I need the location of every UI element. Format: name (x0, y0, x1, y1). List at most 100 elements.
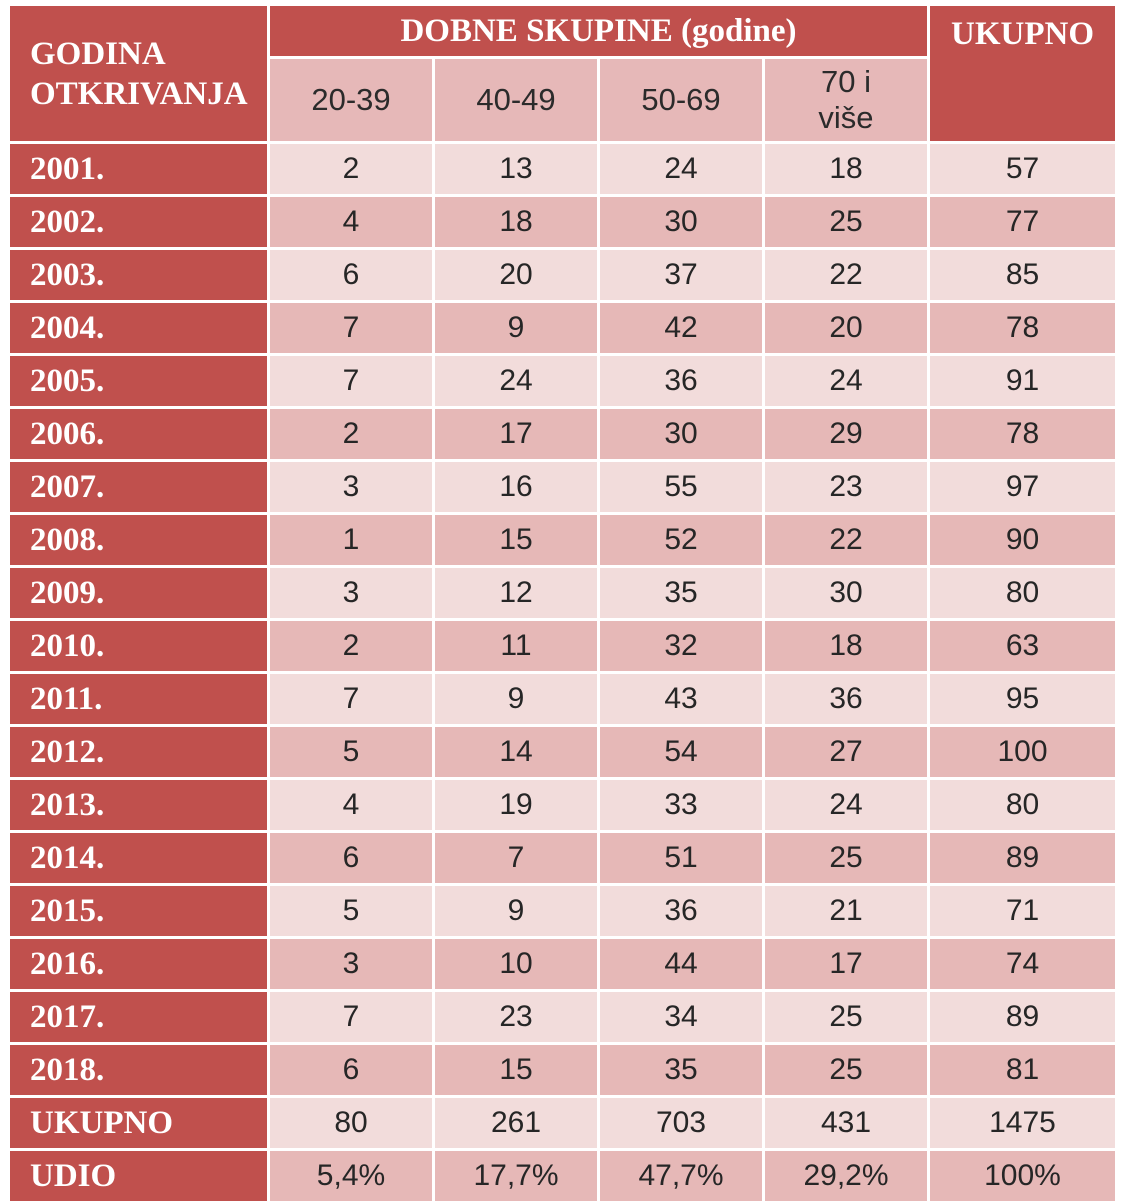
value-cell: 9 (435, 303, 600, 356)
value-cell: 30 (600, 409, 765, 462)
value-cell: 13 (435, 144, 600, 197)
total-cell: 89 (930, 833, 1118, 886)
total-cell: 80 (930, 568, 1118, 621)
cases-by-age-table: GODINA OTKRIVANJA DOBNE SKUPINE (godine)… (10, 6, 1118, 1204)
age-group-header: 40-49 (435, 59, 600, 144)
value-cell: 4 (270, 197, 435, 250)
table-row: 2017. 7 23 34 25 89 (10, 992, 1118, 1045)
total-cell: 90 (930, 515, 1118, 568)
row-label: 2010. (10, 621, 270, 674)
total-cell: 1475 (930, 1098, 1118, 1151)
value-cell: 7 (270, 674, 435, 727)
value-cell: 37 (600, 250, 765, 303)
value-cell: 32 (600, 621, 765, 674)
table-row: 2003. 6 20 37 22 85 (10, 250, 1118, 303)
value-cell: 7 (435, 833, 600, 886)
value-cell: 5,4% (270, 1151, 435, 1204)
value-cell: 52 (600, 515, 765, 568)
value-cell: 17 (765, 939, 930, 992)
value-cell: 21 (765, 886, 930, 939)
value-cell: 17,7% (435, 1151, 600, 1204)
value-cell: 20 (435, 250, 600, 303)
value-cell: 7 (270, 992, 435, 1045)
row-label: 2012. (10, 727, 270, 780)
value-cell: 25 (765, 1045, 930, 1098)
value-cell: 7 (270, 356, 435, 409)
value-cell: 34 (600, 992, 765, 1045)
row-label: UKUPNO (10, 1098, 270, 1151)
total-cell: 77 (930, 197, 1118, 250)
row-label: 2003. (10, 250, 270, 303)
value-cell: 29 (765, 409, 930, 462)
total-cell: 97 (930, 462, 1118, 515)
row-label: UDIO (10, 1151, 270, 1204)
total-cell: 91 (930, 356, 1118, 409)
value-cell: 5 (270, 727, 435, 780)
value-cell: 19 (435, 780, 600, 833)
total-cell: 71 (930, 886, 1118, 939)
value-cell: 24 (600, 144, 765, 197)
value-cell: 6 (270, 1045, 435, 1098)
value-cell: 18 (765, 144, 930, 197)
row-label: 2004. (10, 303, 270, 356)
table-row: 2004. 7 9 42 20 78 (10, 303, 1118, 356)
row-label: 2011. (10, 674, 270, 727)
value-cell: 25 (765, 833, 930, 886)
value-cell: 24 (765, 356, 930, 409)
table-body: 2001. 2 13 24 18 57 2002. 4 18 30 25 77 2003. 6 20 37 22… (10, 144, 1118, 1204)
table-row: 2013. 4 19 33 24 80 (10, 780, 1118, 833)
value-cell: 2 (270, 144, 435, 197)
value-cell: 9 (435, 886, 600, 939)
table-row: 2001. 2 13 24 18 57 (10, 144, 1118, 197)
row-label: 2017. (10, 992, 270, 1045)
row-label: 2013. (10, 780, 270, 833)
value-cell: 20 (765, 303, 930, 356)
table-row: 2010. 2 11 32 18 63 (10, 621, 1118, 674)
age-groups-header: DOBNE SKUPINE (godine) (270, 6, 930, 59)
value-cell: 23 (435, 992, 600, 1045)
value-cell: 55 (600, 462, 765, 515)
total-cell: 78 (930, 303, 1118, 356)
value-cell: 43 (600, 674, 765, 727)
value-cell: 80 (270, 1098, 435, 1151)
value-cell: 11 (435, 621, 600, 674)
table-row: 2015. 5 9 36 21 71 (10, 886, 1118, 939)
value-cell: 703 (600, 1098, 765, 1151)
value-cell: 54 (600, 727, 765, 780)
total-cell: 81 (930, 1045, 1118, 1098)
total-cell: 78 (930, 409, 1118, 462)
table-row: 2016. 3 10 44 17 74 (10, 939, 1118, 992)
value-cell: 24 (765, 780, 930, 833)
row-label: 2016. (10, 939, 270, 992)
row-label: 2015. (10, 886, 270, 939)
value-cell: 35 (600, 1045, 765, 1098)
value-cell: 44 (600, 939, 765, 992)
row-label: 2007. (10, 462, 270, 515)
year-column-header: GODINA OTKRIVANJA (10, 6, 270, 144)
age-group-header: 50-69 (600, 59, 765, 144)
value-cell: 3 (270, 462, 435, 515)
row-label: 2018. (10, 1045, 270, 1098)
total-cell: 85 (930, 250, 1118, 303)
table-row: 2002. 4 18 30 25 77 (10, 197, 1118, 250)
value-cell: 3 (270, 568, 435, 621)
table-row: 2008. 1 15 52 22 90 (10, 515, 1118, 568)
row-label: 2005. (10, 356, 270, 409)
value-cell: 25 (765, 992, 930, 1045)
table-row: 2012. 5 14 54 27 100 (10, 727, 1118, 780)
table-row: 2009. 3 12 35 30 80 (10, 568, 1118, 621)
value-cell: 36 (600, 356, 765, 409)
table-row: 2011. 7 9 43 36 95 (10, 674, 1118, 727)
value-cell: 9 (435, 674, 600, 727)
value-cell: 2 (270, 409, 435, 462)
value-cell: 14 (435, 727, 600, 780)
total-cell: 57 (930, 144, 1118, 197)
year-column-header-label: GODINA OTKRIVANJA (30, 35, 248, 112)
value-cell: 22 (765, 515, 930, 568)
total-cell: 89 (930, 992, 1118, 1045)
row-label: 2008. (10, 515, 270, 568)
value-cell: 42 (600, 303, 765, 356)
value-cell: 7 (270, 303, 435, 356)
value-cell: 1 (270, 515, 435, 568)
total-column-header: UKUPNO (930, 6, 1118, 144)
